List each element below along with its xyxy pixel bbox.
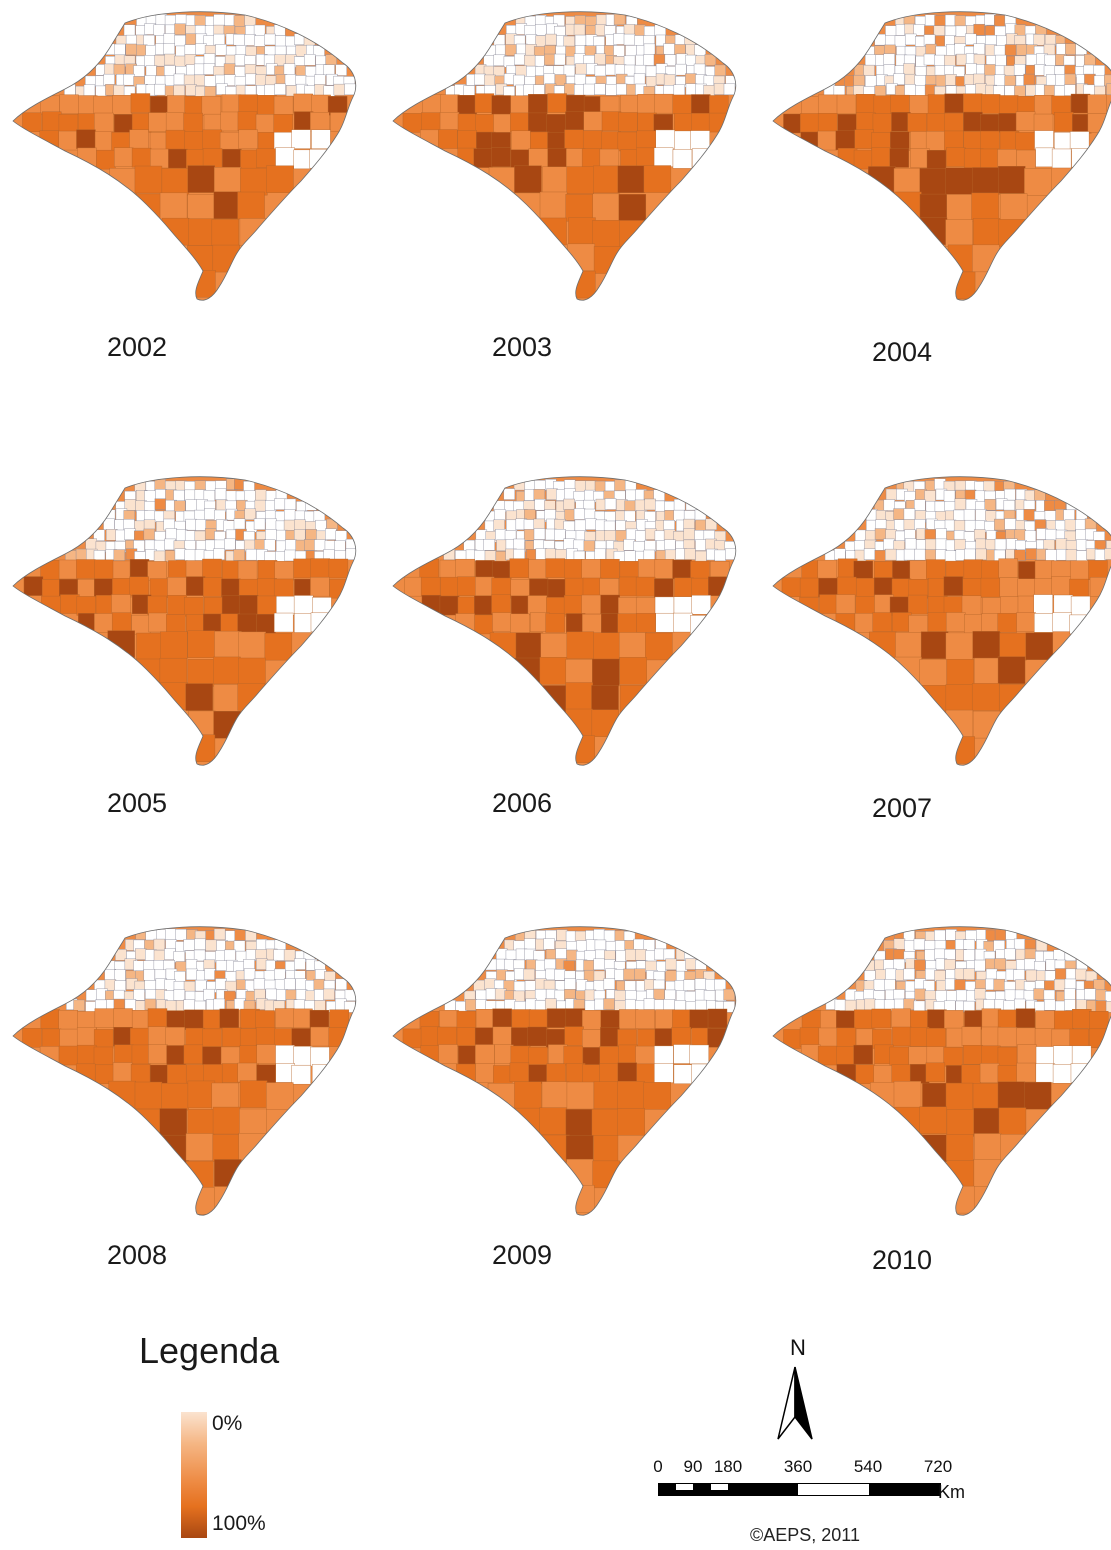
map-svg <box>772 926 1111 1216</box>
map-svg <box>772 476 1111 766</box>
state-outline <box>12 476 357 766</box>
map-svg <box>772 11 1111 301</box>
choropleth-map-2007 <box>765 470 1111 770</box>
choropleth-map-2005 <box>5 470 365 770</box>
scale-unit: Km <box>938 1482 965 1502</box>
scale-tick-label: 540 <box>853 1457 883 1476</box>
municipality-cells <box>402 928 735 1213</box>
municipality-cells <box>783 928 1111 1214</box>
map-year-label: 2006 <box>491 788 553 818</box>
map-svg <box>12 926 357 1216</box>
municipality-cells <box>781 478 1111 764</box>
state-outline <box>772 11 1111 301</box>
map-year-label: 2005 <box>106 788 168 818</box>
municipality-cells <box>783 13 1111 300</box>
map-svg <box>392 926 737 1216</box>
map-year-label: 2002 <box>106 332 168 362</box>
map-svg <box>12 11 357 301</box>
state-outline <box>772 476 1111 766</box>
credit-text: ©AEPS, 2011 <box>750 1525 860 1545</box>
map-year-label: 2008 <box>106 1240 168 1270</box>
map-year-label: 2003 <box>491 332 553 362</box>
choropleth-map-2003 <box>385 5 745 305</box>
state-outline <box>392 476 737 766</box>
map-svg <box>12 476 357 766</box>
choropleth-map-2008 <box>5 920 365 1220</box>
map-svg <box>392 11 737 301</box>
scale-bar <box>658 1483 941 1496</box>
state-outline <box>392 11 737 301</box>
scale-tick-label: 0 <box>653 1457 663 1476</box>
municipality-cells <box>402 13 736 299</box>
scale-tick-label: 180 <box>713 1457 743 1476</box>
choropleth-map-2002 <box>5 5 365 305</box>
map-year-label: 2009 <box>491 1240 553 1270</box>
legend-color-ramp <box>181 1412 207 1538</box>
state-outline <box>772 926 1111 1216</box>
choropleth-map-2009 <box>385 920 745 1220</box>
map-year-label: 2004 <box>871 337 933 367</box>
map-year-label: 2007 <box>871 793 933 823</box>
choropleth-map-2006 <box>385 470 745 770</box>
choropleth-map-2010 <box>765 920 1111 1220</box>
map-year-label: 2010 <box>871 1245 933 1275</box>
legend-min-label: 0% <box>212 1412 243 1435</box>
state-outline <box>392 926 737 1216</box>
north-letter: N <box>790 1335 806 1360</box>
map-svg <box>392 476 737 766</box>
legend-title: Legenda <box>139 1330 280 1371</box>
choropleth-map-2004 <box>765 5 1111 305</box>
municipality-cells <box>22 13 356 298</box>
state-outline <box>12 926 357 1216</box>
scale-tick-label: 360 <box>783 1457 813 1476</box>
scale-tick-label: 90 <box>683 1457 703 1476</box>
map-furniture: N 0 90 180 360 540 720 Km ©AEPS, 2011 <box>640 1335 1000 1550</box>
north-arrow-icon <box>777 1366 813 1440</box>
legend-max-label: 100% <box>212 1512 266 1535</box>
state-outline <box>12 11 357 301</box>
scale-tick-label: 720 <box>923 1457 953 1476</box>
